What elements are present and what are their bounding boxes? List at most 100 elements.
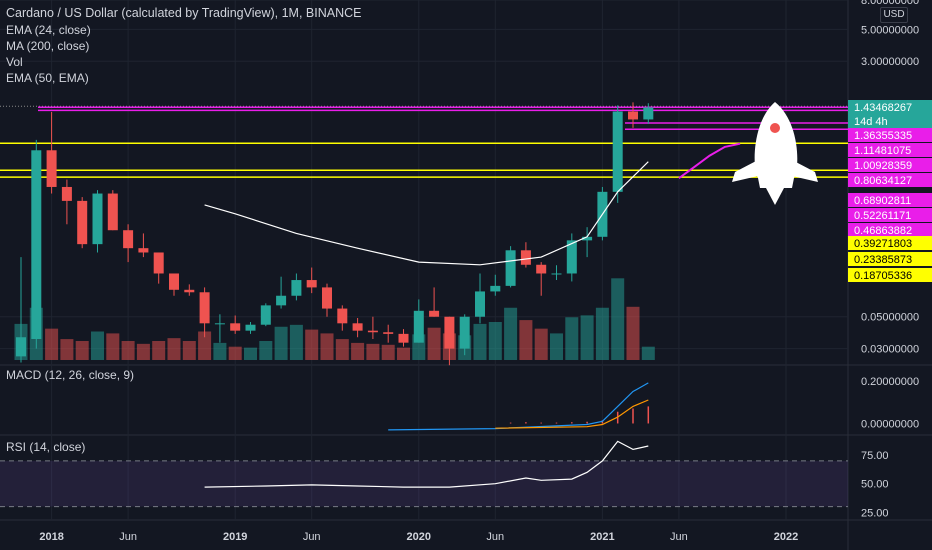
- candle-body: [475, 291, 485, 317]
- volume-bar: [289, 324, 303, 360]
- macd-tick-label: 0.20000000: [861, 376, 919, 388]
- candle: [46, 111, 57, 194]
- candle-body: [582, 236, 593, 241]
- candle-body: [153, 252, 164, 274]
- candle-body: [46, 150, 57, 187]
- candle: [551, 265, 562, 281]
- volume-bar: [580, 315, 594, 360]
- price-label-text: 0.46863882: [854, 225, 912, 237]
- candle: [291, 273, 302, 301]
- rsi-title: RSI (14, close): [6, 440, 86, 454]
- price-label-text: 0.52261171: [854, 210, 911, 222]
- candle-body: [520, 250, 531, 265]
- candle-body: [612, 111, 623, 192]
- candle-body: [444, 316, 455, 349]
- candle-body: [566, 240, 577, 274]
- time-tick-label: Jun: [303, 531, 321, 543]
- candle: [184, 284, 195, 296]
- candle-body: [536, 264, 547, 274]
- volume-bar: [626, 306, 640, 360]
- candle-body: [490, 285, 501, 292]
- time-tick-label: Jun: [486, 531, 504, 543]
- volume-bar: [152, 341, 166, 360]
- candle-body: [214, 323, 225, 325]
- candle-body: [199, 292, 210, 324]
- rsi-line: [204, 440, 649, 488]
- volume-bar: [565, 317, 579, 360]
- volume-bar: [366, 343, 380, 360]
- candle-body: [643, 107, 654, 120]
- chart-title: Cardano / US Dollar (calculated by Tradi…: [6, 6, 362, 20]
- volume-bar: [320, 333, 334, 360]
- volume-bar: [198, 331, 212, 360]
- candle: [169, 273, 179, 296]
- candle: [444, 316, 455, 366]
- time-tick-label: 2018: [39, 531, 63, 543]
- macd-title: MACD (12, 26, close, 9): [6, 368, 135, 382]
- candle: [612, 105, 623, 203]
- volume-bar: [611, 278, 625, 360]
- candle-body: [322, 287, 332, 309]
- candle: [153, 252, 164, 284]
- indicator-line: [204, 161, 649, 266]
- candle-body: [260, 305, 271, 325]
- volume-bar: [228, 346, 242, 360]
- rocket-icon: [732, 102, 818, 205]
- macd-histogram-bar: [586, 421, 588, 424]
- price-label-text: 1.36355335: [854, 130, 912, 142]
- candle: [245, 321, 256, 334]
- candle: [383, 324, 394, 343]
- price-label-bg: [848, 236, 932, 250]
- volume-bar: [473, 323, 487, 360]
- indicator-ema24[interactable]: EMA (24, close): [6, 23, 91, 37]
- candle: [367, 316, 378, 340]
- candle: [276, 276, 287, 309]
- macd-histogram-bar: [509, 422, 512, 424]
- candle: [628, 102, 638, 128]
- indicator-ema50[interactable]: EMA (50, EMA): [6, 71, 89, 85]
- volume-bar: [75, 341, 89, 360]
- candle: [322, 283, 332, 317]
- volume-bar: [641, 346, 655, 360]
- volume-bar: [60, 339, 74, 360]
- price-label-text: 1.43468267: [854, 102, 912, 114]
- macd-histogram-bar: [632, 408, 634, 424]
- price-label-text: 14d 4h: [854, 116, 888, 128]
- candle-body: [184, 289, 195, 293]
- volume-bar: [381, 344, 395, 360]
- horizontal-levels: [0, 105, 848, 178]
- currency-badge[interactable]: USD: [880, 7, 908, 23]
- price-tick-label: 3.00000000: [861, 56, 919, 68]
- candlesticks[interactable]: [16, 102, 654, 366]
- candle: [92, 190, 103, 253]
- candle: [413, 299, 424, 343]
- candle-body: [337, 308, 348, 324]
- price-label-bg: [848, 268, 932, 282]
- macd-histogram-bar: [571, 422, 573, 424]
- time-tick-label: 2019: [223, 531, 247, 543]
- volume-bars: [14, 278, 655, 360]
- candle-body: [505, 250, 516, 286]
- macd-line: [388, 382, 649, 431]
- price-label-bg: [848, 173, 932, 187]
- volume-bar: [213, 342, 227, 360]
- volume-bar: [106, 333, 120, 360]
- candle-body: [31, 150, 42, 340]
- macd-tick-label: 0.00000000: [861, 418, 919, 430]
- volume-bar: [167, 338, 181, 360]
- price-label-text: 0.23385873: [854, 254, 912, 266]
- volume-bar: [259, 341, 273, 360]
- candle-body: [107, 193, 118, 231]
- time-tick-label: 2021: [590, 531, 614, 543]
- volume-bar: [182, 341, 196, 360]
- price-tick-label: 5.00000000: [861, 24, 919, 36]
- macd-line: [495, 399, 649, 429]
- candle: [337, 305, 348, 331]
- candle-body: [551, 273, 562, 275]
- candle: [459, 314, 470, 356]
- candle: [490, 274, 501, 296]
- candle: [475, 273, 485, 324]
- indicator-vol[interactable]: Vol: [6, 55, 23, 69]
- indicator-ma200[interactable]: MA (200, close): [6, 39, 90, 53]
